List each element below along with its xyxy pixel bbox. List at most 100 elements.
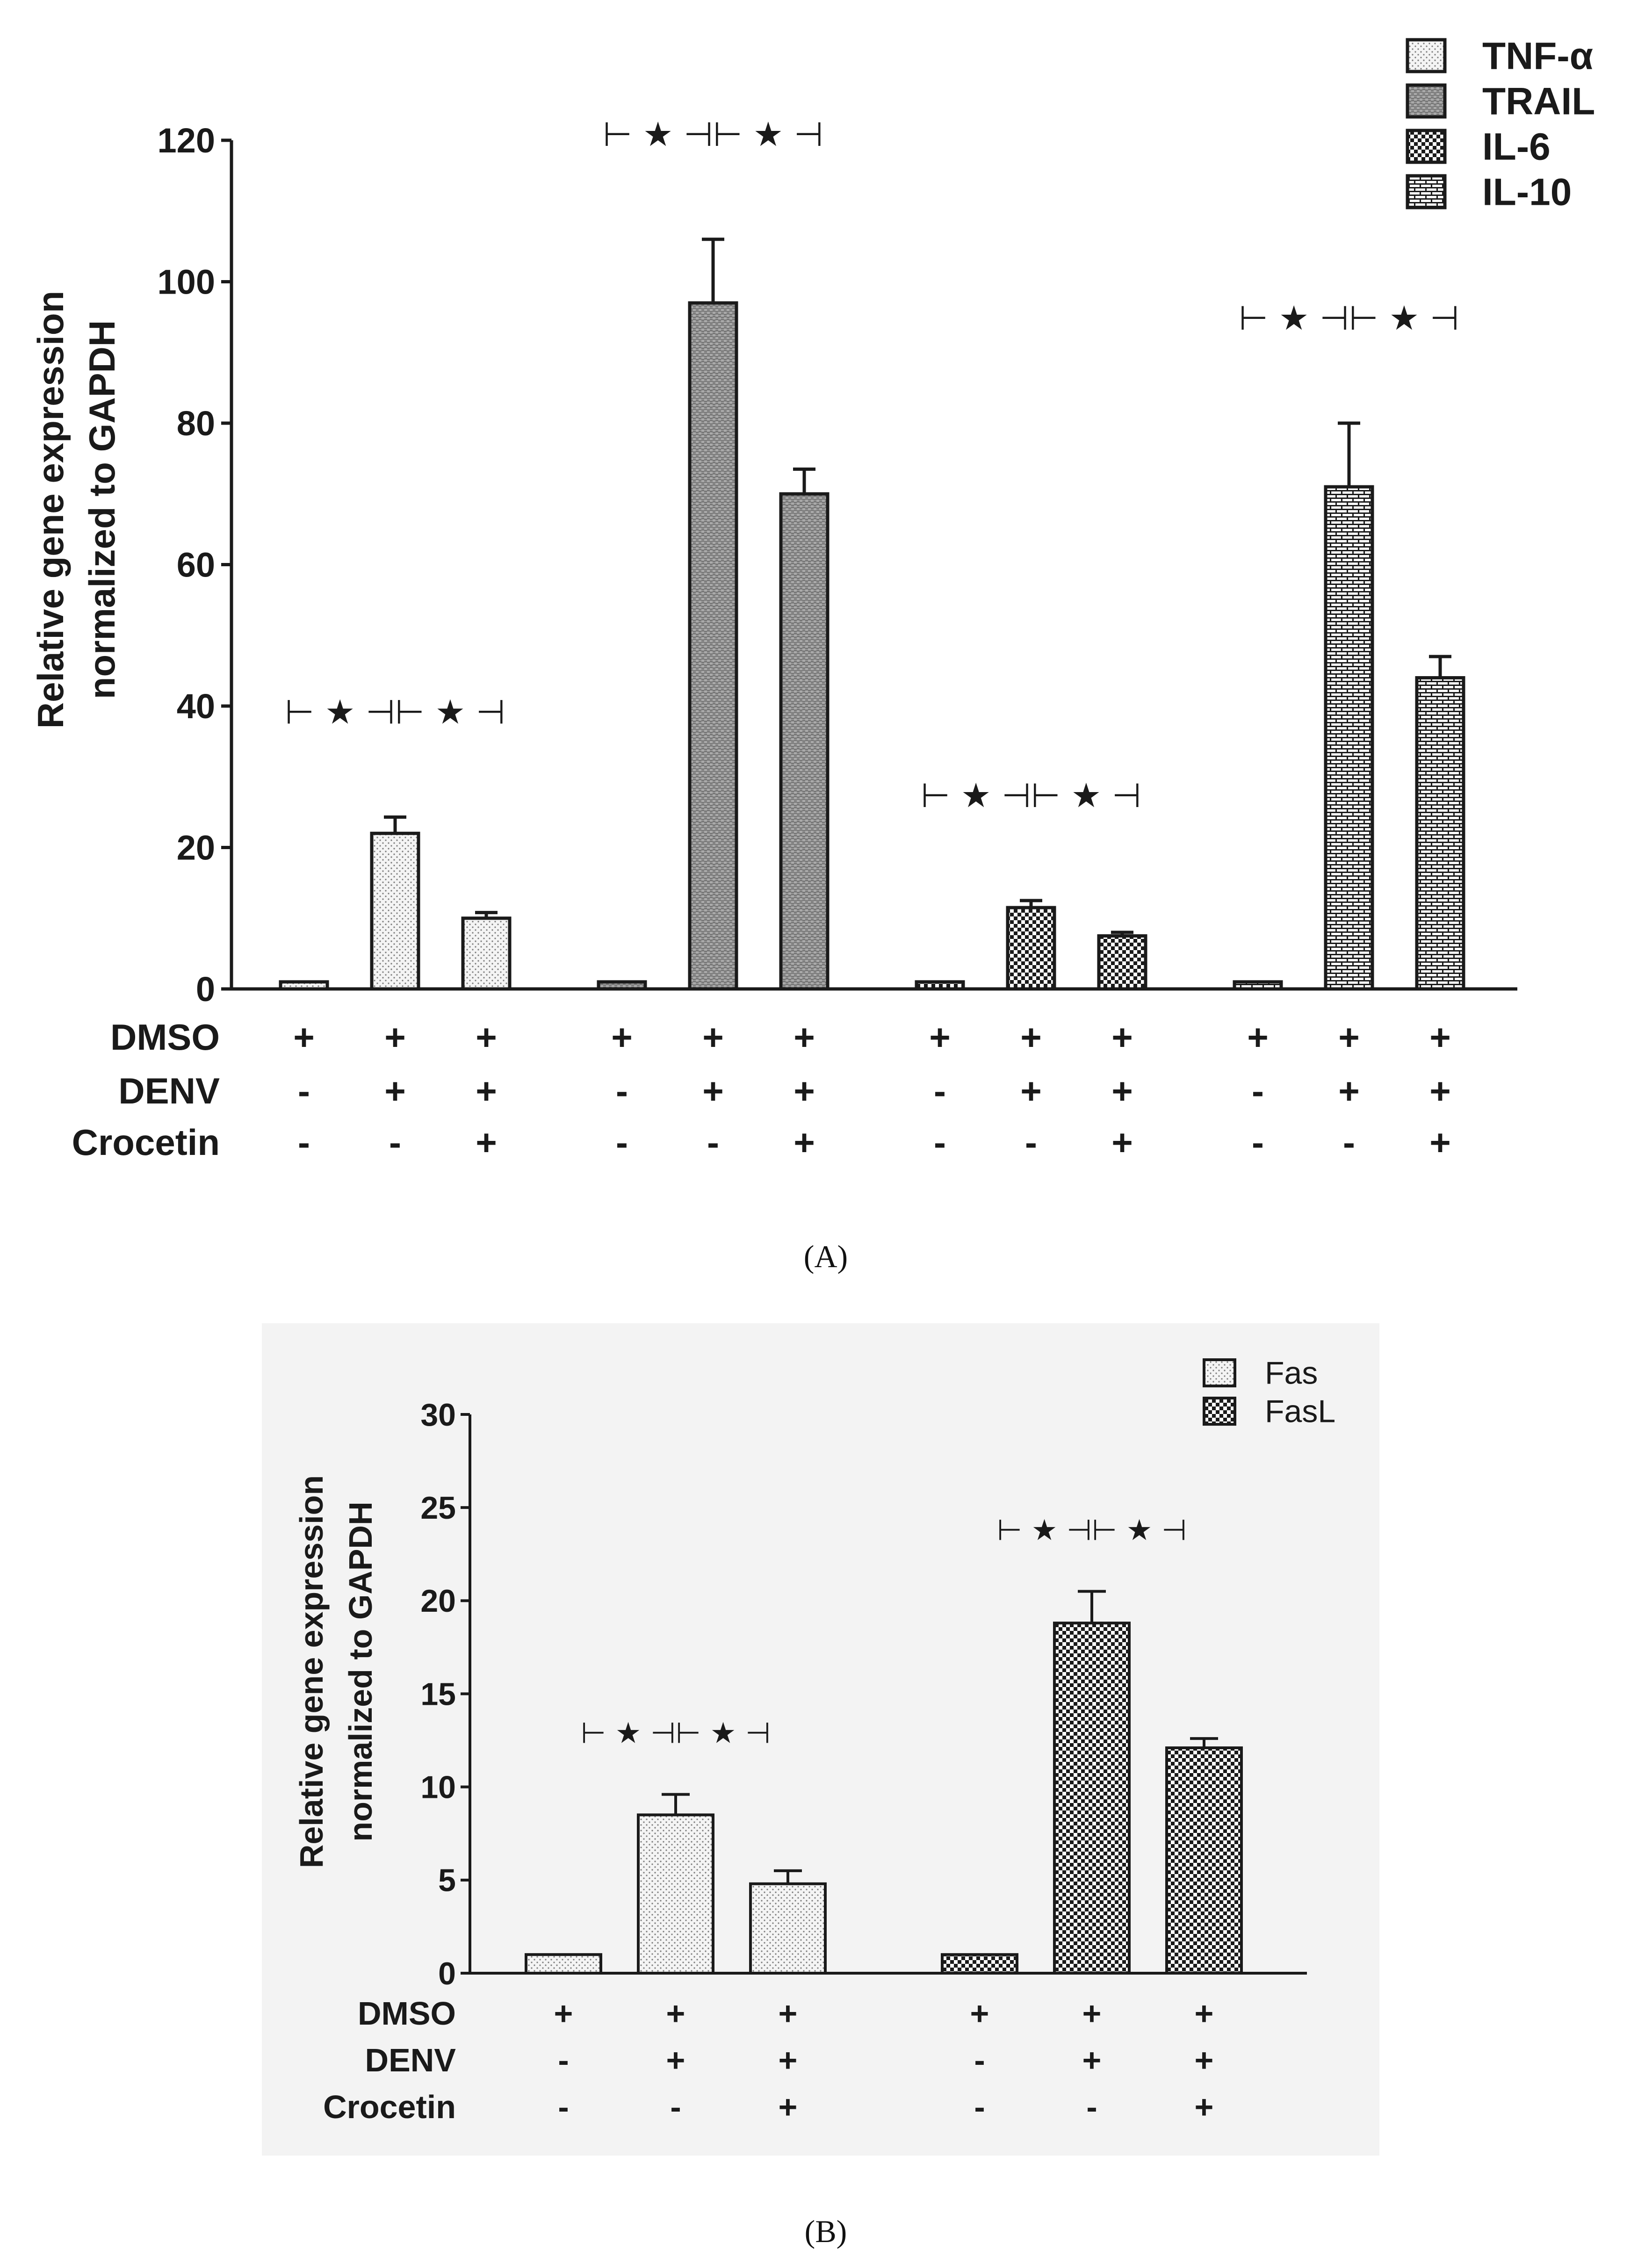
a-sign-dmso-tnf-2: + bbox=[476, 1017, 497, 1058]
panel-b-ylabel-line1: Relative gene expression bbox=[293, 1475, 330, 1868]
a-legend-swatch-il-10 bbox=[1406, 174, 1447, 209]
b-ytick-label-0: 0 bbox=[438, 1956, 456, 1991]
a-sign-crocetin-il-10-0: - bbox=[1252, 1122, 1264, 1163]
a-bar-il-6-1 bbox=[1006, 906, 1056, 991]
a-sign-dmso-il-10-2: + bbox=[1429, 1017, 1451, 1058]
b-bar-fas-0 bbox=[525, 1953, 602, 1975]
a-sign-crocetin-il-6-1: - bbox=[1025, 1122, 1037, 1163]
a-sign-crocetin-trail-1: - bbox=[707, 1122, 719, 1163]
b-row-label-denv: DENV bbox=[365, 2042, 456, 2078]
a-legend-label-il-10: IL-10 bbox=[1482, 171, 1572, 213]
a-bar-tnf-0 bbox=[279, 980, 329, 991]
a-bar-il-6-0 bbox=[915, 980, 965, 991]
b-legend-label-fas: Fas bbox=[1265, 1355, 1318, 1391]
b-sign-crocetin-fas-2: + bbox=[779, 2089, 798, 2125]
b-sign-dmso-fas-0: + bbox=[554, 1995, 573, 2032]
b-sign-denv-fasl-2: + bbox=[1195, 2042, 1214, 2078]
b-bar-fasl-0 bbox=[941, 1953, 1018, 1975]
b-ytick-label-30: 30 bbox=[420, 1397, 456, 1433]
b-ytick-label-5: 5 bbox=[438, 1863, 456, 1898]
a-sign-dmso-tnf-1: + bbox=[384, 1017, 406, 1058]
a-sign-dmso-tnf-0: + bbox=[293, 1017, 315, 1058]
b-ytick-label-20: 20 bbox=[420, 1583, 456, 1619]
a-bar-trail-2 bbox=[779, 492, 830, 991]
a-significance-il-6: ⊢ ★ ⊣⊢ ★ ⊣ bbox=[921, 776, 1141, 815]
a-sign-dmso-il-10-1: + bbox=[1338, 1017, 1360, 1058]
a-sign-dmso-il-6-1: + bbox=[1020, 1017, 1042, 1058]
b-bar-fas-2 bbox=[749, 1882, 827, 1975]
a-sign-crocetin-trail-2: + bbox=[794, 1122, 815, 1163]
b-sign-crocetin-fasl-2: + bbox=[1195, 2089, 1214, 2125]
a-sign-dmso-trail-0: + bbox=[611, 1017, 633, 1058]
b-sign-crocetin-fasl-0: - bbox=[974, 2089, 985, 2125]
a-sign-denv-tnf-0: - bbox=[298, 1070, 310, 1111]
a-sign-denv-trail-0: - bbox=[616, 1070, 628, 1111]
b-sign-dmso-fasl-2: + bbox=[1195, 1995, 1214, 2032]
panel-b-chart: Relative gene expression normalized to G… bbox=[293, 1355, 1335, 2249]
b-sign-denv-fasl-1: + bbox=[1082, 2042, 1102, 2078]
b-ytick-label-15: 15 bbox=[420, 1676, 456, 1712]
panel-a-ylabel-line2: normalized to GAPDH bbox=[81, 320, 123, 699]
b-sign-dmso-fas-2: + bbox=[779, 1995, 798, 2032]
b-sign-dmso-fasl-1: + bbox=[1082, 1995, 1102, 2032]
b-sign-crocetin-fasl-1: - bbox=[1086, 2089, 1097, 2125]
a-sign-denv-il-6-1: + bbox=[1020, 1070, 1042, 1111]
a-sign-dmso-il-6-0: + bbox=[929, 1017, 951, 1058]
a-legend-label-trail: TRAIL bbox=[1482, 80, 1595, 123]
a-significance-tnf: ⊢ ★ ⊣⊢ ★ ⊣ bbox=[285, 692, 505, 731]
a-row-label-dmso: DMSO bbox=[110, 1017, 220, 1058]
a-ytick-label-40: 40 bbox=[177, 687, 215, 726]
a-ytick-label-60: 60 bbox=[177, 545, 215, 584]
a-row-label-crocetin: Crocetin bbox=[72, 1122, 220, 1163]
a-legend-swatch-il-6 bbox=[1406, 129, 1447, 164]
panel-a-chart: Relative gene expression normalized to G… bbox=[30, 35, 1595, 1274]
a-bar-il-10-0 bbox=[1233, 980, 1283, 991]
a-bar-tnf-2 bbox=[461, 916, 512, 991]
b-legend-swatch-fasl bbox=[1203, 1397, 1236, 1426]
b-legend-swatch-fas bbox=[1203, 1358, 1236, 1388]
b-legend-label-fasl: FasL bbox=[1265, 1393, 1335, 1429]
b-row-label-dmso: DMSO bbox=[358, 1995, 456, 2032]
b-sign-crocetin-fas-1: - bbox=[670, 2089, 681, 2125]
b-sign-crocetin-fas-0: - bbox=[558, 2089, 569, 2125]
b-bar-fasl-1 bbox=[1053, 1622, 1131, 1975]
b-sign-dmso-fas-1: + bbox=[666, 1995, 685, 2032]
a-sign-crocetin-tnf-0: - bbox=[298, 1122, 310, 1163]
a-sign-denv-il-6-0: - bbox=[934, 1070, 946, 1111]
a-ytick-label-0: 0 bbox=[196, 970, 215, 1009]
a-bar-trail-0 bbox=[597, 980, 647, 991]
b-sign-denv-fas-2: + bbox=[779, 2042, 798, 2078]
panel-b-ylabel-line2: normalized to GAPDH bbox=[342, 1501, 379, 1841]
b-sign-denv-fasl-0: - bbox=[974, 2042, 985, 2078]
panel-a-label: (A) bbox=[804, 1239, 848, 1274]
a-legend-swatch-trail bbox=[1406, 83, 1447, 119]
a-legend-label-il-6: IL-6 bbox=[1482, 125, 1551, 168]
a-sign-denv-il-6-2: + bbox=[1111, 1070, 1133, 1111]
b-bar-fasl-2 bbox=[1165, 1746, 1243, 1975]
b-bar-fas-1 bbox=[637, 1813, 714, 1975]
a-ytick-label-120: 120 bbox=[158, 121, 215, 160]
a-sign-crocetin-il-10-2: + bbox=[1429, 1122, 1451, 1163]
b-ytick-label-10: 10 bbox=[420, 1769, 456, 1805]
a-sign-crocetin-tnf-1: - bbox=[389, 1122, 401, 1163]
a-sign-dmso-il-10-0: + bbox=[1247, 1017, 1269, 1058]
a-sign-crocetin-il-6-0: - bbox=[934, 1122, 946, 1163]
a-sign-dmso-il-6-2: + bbox=[1111, 1017, 1133, 1058]
a-legend-swatch-tnf bbox=[1406, 38, 1447, 73]
panel-a-ylabel-line1: Relative gene expression bbox=[30, 291, 71, 728]
b-sign-denv-fas-0: - bbox=[558, 2042, 569, 2078]
b-sign-denv-fas-1: + bbox=[666, 2042, 685, 2078]
a-sign-denv-tnf-2: + bbox=[476, 1070, 497, 1111]
a-ytick-label-80: 80 bbox=[177, 404, 215, 443]
b-significance-fas: ⊢ ★ ⊣⊢ ★ ⊣ bbox=[581, 1716, 771, 1750]
b-row-label-crocetin: Crocetin bbox=[323, 2089, 456, 2125]
a-significance-trail: ⊢ ★ ⊣⊢ ★ ⊣ bbox=[603, 115, 823, 154]
a-sign-crocetin-trail-0: - bbox=[616, 1122, 628, 1163]
a-ytick-label-20: 20 bbox=[177, 828, 215, 867]
a-sign-crocetin-tnf-2: + bbox=[476, 1122, 497, 1163]
b-sign-dmso-fasl-0: + bbox=[970, 1995, 989, 2032]
a-bar-il-10-1 bbox=[1324, 485, 1374, 991]
a-ytick-label-100: 100 bbox=[158, 262, 215, 301]
a-bar-trail-1 bbox=[688, 301, 738, 991]
